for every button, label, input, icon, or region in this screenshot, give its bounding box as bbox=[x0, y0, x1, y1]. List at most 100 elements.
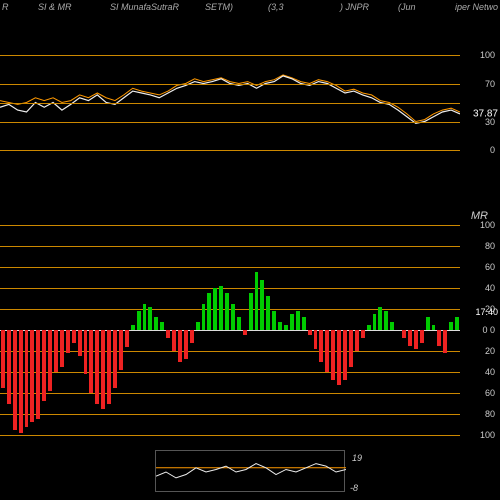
bar bbox=[7, 330, 11, 404]
mr-bar-chart: 100806040200 02040608010017.40 bbox=[0, 225, 460, 435]
header-text: R bbox=[2, 2, 9, 12]
bar bbox=[60, 330, 64, 367]
bar bbox=[166, 330, 170, 338]
bar bbox=[355, 330, 359, 351]
bar bbox=[308, 330, 312, 335]
bar bbox=[260, 280, 264, 330]
bar bbox=[107, 330, 111, 404]
bar bbox=[84, 330, 88, 374]
grid-line bbox=[0, 435, 460, 436]
bar bbox=[390, 322, 394, 330]
bar bbox=[302, 317, 306, 330]
bar bbox=[384, 311, 388, 330]
axis-label: 70 bbox=[485, 79, 495, 89]
axis-label: 20 bbox=[485, 346, 495, 356]
bar bbox=[1, 330, 5, 388]
bar bbox=[101, 330, 105, 409]
bar bbox=[337, 330, 341, 385]
mini-chart: 19 -8 bbox=[155, 450, 345, 492]
bar bbox=[30, 330, 34, 422]
bar bbox=[378, 307, 382, 330]
bar bbox=[237, 317, 241, 330]
bar bbox=[125, 330, 129, 347]
bar bbox=[36, 330, 40, 419]
rsi-chart: 1007030037.87 bbox=[0, 55, 460, 150]
bar bbox=[443, 330, 447, 353]
bar bbox=[402, 330, 406, 338]
mini-label-bottom: -8 bbox=[350, 483, 358, 493]
bar bbox=[178, 330, 182, 362]
bar bbox=[314, 330, 318, 349]
grid-line bbox=[0, 225, 460, 226]
bar bbox=[48, 330, 52, 391]
bar bbox=[243, 330, 247, 335]
header-text: SI MunafaSutraR bbox=[110, 2, 179, 12]
bar bbox=[266, 296, 270, 330]
axis-label: 60 bbox=[485, 262, 495, 272]
header-text: SETM) bbox=[205, 2, 233, 12]
bar bbox=[54, 330, 58, 372]
bar bbox=[249, 293, 253, 330]
grid-line bbox=[0, 122, 460, 123]
bar bbox=[113, 330, 117, 388]
grid-line bbox=[0, 309, 460, 310]
bar bbox=[19, 330, 23, 433]
header-text: (3,3 bbox=[268, 2, 284, 12]
axis-label: 0 bbox=[490, 145, 495, 155]
header-text: ) JNPR bbox=[340, 2, 369, 12]
bar bbox=[160, 322, 164, 330]
bar bbox=[42, 330, 46, 401]
bar bbox=[319, 330, 323, 362]
bar bbox=[78, 330, 82, 356]
bar bbox=[437, 330, 441, 346]
header-text: (Jun bbox=[398, 2, 416, 12]
grid-line bbox=[0, 103, 460, 104]
axis-label: 80 bbox=[485, 241, 495, 251]
bar bbox=[426, 317, 430, 330]
bar bbox=[414, 330, 418, 349]
axis-label: 0 0 bbox=[482, 325, 495, 335]
axis-label: 100 bbox=[480, 50, 495, 60]
bar bbox=[408, 330, 412, 346]
axis-label: 100 bbox=[480, 430, 495, 440]
bar bbox=[143, 304, 147, 330]
mini-svg bbox=[156, 451, 346, 493]
axis-label: 80 bbox=[485, 409, 495, 419]
bar bbox=[284, 325, 288, 330]
header-text: iper Netwo bbox=[455, 2, 498, 12]
bar bbox=[225, 293, 229, 330]
grid-line bbox=[0, 267, 460, 268]
bar bbox=[196, 322, 200, 330]
bar bbox=[420, 330, 424, 343]
bar bbox=[202, 304, 206, 330]
grid-line bbox=[0, 55, 460, 56]
bar bbox=[213, 288, 217, 330]
bar bbox=[455, 317, 459, 330]
axis-label: 40 bbox=[485, 283, 495, 293]
bar bbox=[184, 330, 188, 359]
grid-line bbox=[0, 84, 460, 85]
bar bbox=[290, 314, 294, 330]
bar bbox=[95, 330, 99, 404]
bar bbox=[272, 311, 276, 330]
bar bbox=[219, 286, 223, 330]
bar bbox=[343, 330, 347, 380]
grid-line bbox=[0, 414, 460, 415]
bar bbox=[349, 330, 353, 367]
bar bbox=[131, 325, 135, 330]
bar bbox=[207, 293, 211, 330]
bar bbox=[148, 307, 152, 330]
current-value-bottom: 17.40 bbox=[475, 307, 498, 317]
header-text: SI & MR bbox=[38, 2, 72, 12]
bar bbox=[172, 330, 176, 351]
axis-label: 40 bbox=[485, 367, 495, 377]
bar bbox=[137, 311, 141, 330]
bar bbox=[449, 322, 453, 330]
bar bbox=[367, 325, 371, 330]
grid-line bbox=[0, 372, 460, 373]
bar bbox=[255, 272, 259, 330]
bar bbox=[89, 330, 93, 393]
grid-line bbox=[0, 288, 460, 289]
bar bbox=[154, 317, 158, 330]
bar bbox=[190, 330, 194, 343]
